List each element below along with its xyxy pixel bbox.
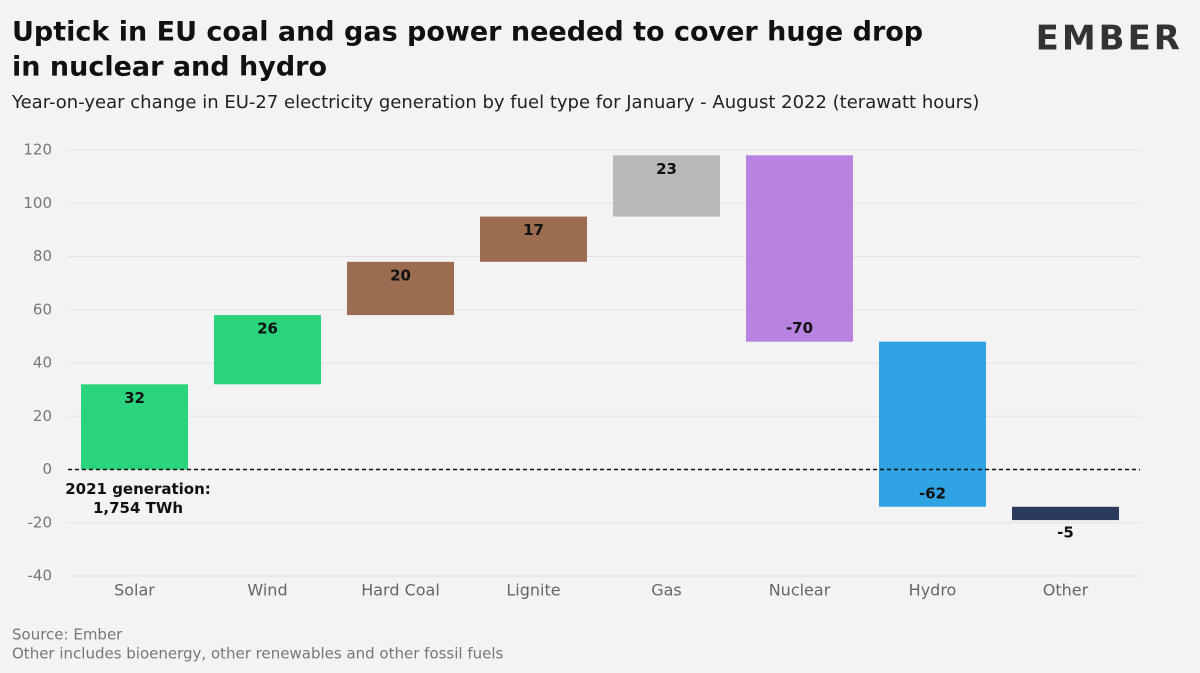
data-label: 17 bbox=[523, 221, 544, 239]
bar bbox=[480, 216, 587, 262]
y-tick-label: 40 bbox=[33, 354, 52, 372]
bar bbox=[1012, 506, 1119, 521]
data-label: 32 bbox=[124, 389, 145, 407]
y-tick-label: 100 bbox=[23, 194, 52, 212]
x-tick-label: Other bbox=[1043, 581, 1089, 600]
x-tick-label: Lignite bbox=[506, 581, 560, 600]
x-tick-label: Gas bbox=[651, 581, 682, 600]
logo: EMBER bbox=[1036, 19, 1183, 59]
x-tick-label: Hydro bbox=[909, 581, 957, 600]
chart-title: Uptick in EU coal and gas power needed t… bbox=[12, 17, 923, 48]
data-label: 23 bbox=[656, 160, 677, 178]
x-tick-label: Solar bbox=[114, 581, 155, 600]
x-tick-label: Hard Coal bbox=[361, 581, 440, 600]
y-tick-label: 120 bbox=[23, 141, 52, 159]
x-tick-label: Wind bbox=[247, 581, 287, 600]
bar bbox=[879, 341, 986, 507]
y-tick-label: 80 bbox=[33, 247, 52, 265]
bar bbox=[81, 384, 188, 470]
data-label: -5 bbox=[1057, 524, 1074, 542]
y-tick-label: -40 bbox=[28, 567, 53, 585]
bar bbox=[214, 315, 321, 385]
y-tick-label: 0 bbox=[42, 460, 52, 478]
y-tick-label: -20 bbox=[28, 513, 53, 531]
y-tick-label: 60 bbox=[33, 300, 52, 318]
bar bbox=[613, 155, 720, 217]
source: Source: Ember bbox=[12, 626, 123, 644]
bar bbox=[347, 261, 454, 316]
chart-title: in nuclear and hydro bbox=[12, 52, 327, 83]
bar bbox=[746, 155, 853, 342]
footnote: Other includes bioenergy, other renewabl… bbox=[12, 645, 504, 663]
annotation: 2021 generation: bbox=[65, 480, 211, 498]
data-label: -62 bbox=[919, 484, 946, 502]
x-tick-label: Nuclear bbox=[769, 581, 831, 600]
data-label: 20 bbox=[390, 266, 411, 284]
y-tick-label: 20 bbox=[33, 407, 52, 425]
data-label: -70 bbox=[786, 319, 813, 337]
annotation: 1,754 TWh bbox=[93, 499, 183, 517]
chart-subtitle: Year-on-year change in EU-27 electricity… bbox=[11, 92, 979, 113]
data-label: 26 bbox=[257, 320, 278, 338]
